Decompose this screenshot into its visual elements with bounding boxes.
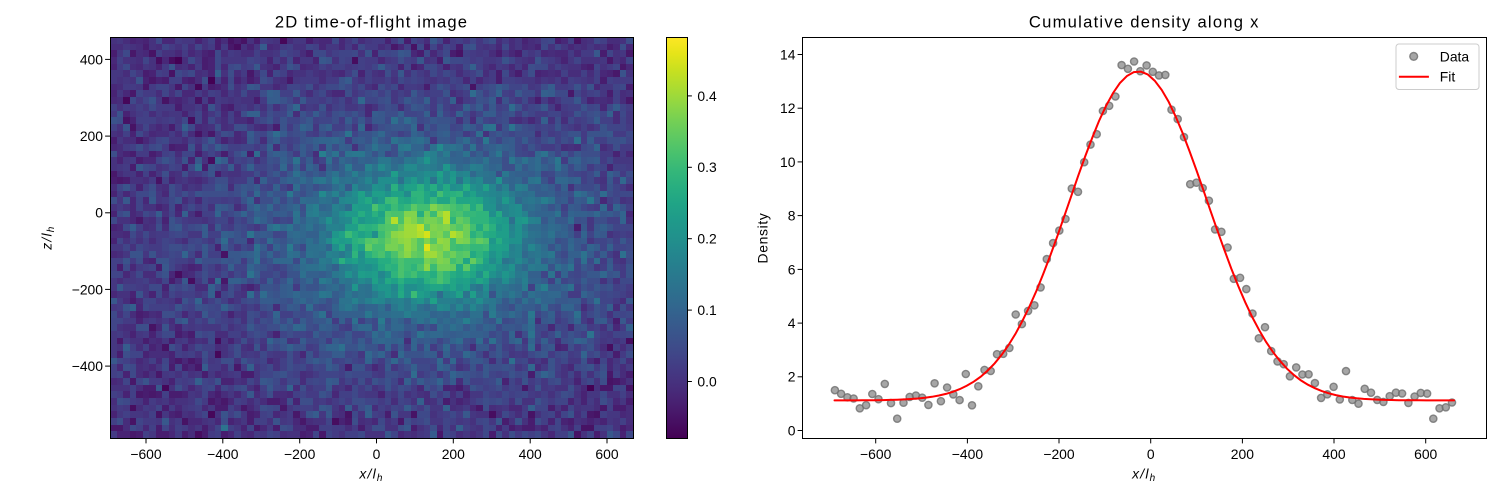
svg-text:12: 12 (780, 100, 796, 116)
svg-text:600: 600 (595, 446, 618, 462)
svg-text:200: 200 (1231, 446, 1254, 462)
svg-text:0.0: 0.0 (697, 373, 717, 389)
svg-text:600: 600 (1414, 446, 1437, 462)
svg-text:4: 4 (788, 315, 796, 331)
svg-text:−400: −400 (952, 446, 984, 462)
svg-text:0.1: 0.1 (697, 302, 717, 318)
svg-text:0.4: 0.4 (697, 88, 717, 104)
svg-text:−600: −600 (860, 446, 892, 462)
svg-text:200: 200 (80, 128, 103, 144)
svg-text:Fit: Fit (1440, 69, 1456, 85)
svg-text:400: 400 (519, 446, 542, 462)
svg-text:10: 10 (780, 154, 796, 170)
svg-text:8: 8 (788, 208, 796, 224)
svg-text:−200: −200 (284, 446, 316, 462)
svg-text:−200: −200 (72, 281, 104, 297)
svg-text:14: 14 (780, 46, 796, 62)
svg-text:0.2: 0.2 (697, 231, 717, 247)
svg-text:−400: −400 (72, 358, 104, 374)
svg-text:−400: −400 (207, 446, 239, 462)
svg-text:2D time-of-flight image: 2D time-of-flight image (275, 13, 468, 32)
svg-text:0: 0 (788, 422, 796, 438)
svg-text:Density: Density (755, 213, 771, 264)
svg-text:0: 0 (1147, 446, 1155, 462)
svg-text:200: 200 (442, 446, 465, 462)
svg-text:0.3: 0.3 (697, 159, 717, 175)
svg-text:Data: Data (1440, 48, 1470, 64)
svg-text:−600: −600 (130, 446, 162, 462)
svg-text:400: 400 (80, 51, 103, 67)
svg-text:2: 2 (788, 369, 796, 385)
svg-text:Cumulative density along x: Cumulative density along x (1029, 13, 1260, 32)
svg-text:0: 0 (373, 446, 381, 462)
svg-text:−200: −200 (1043, 446, 1075, 462)
svg-text:x/lh: x/lh (1131, 466, 1156, 485)
svg-text:400: 400 (1322, 446, 1345, 462)
svg-text:6: 6 (788, 261, 796, 277)
svg-text:0: 0 (95, 205, 103, 221)
svg-text:x/lh: x/lh (358, 466, 383, 485)
